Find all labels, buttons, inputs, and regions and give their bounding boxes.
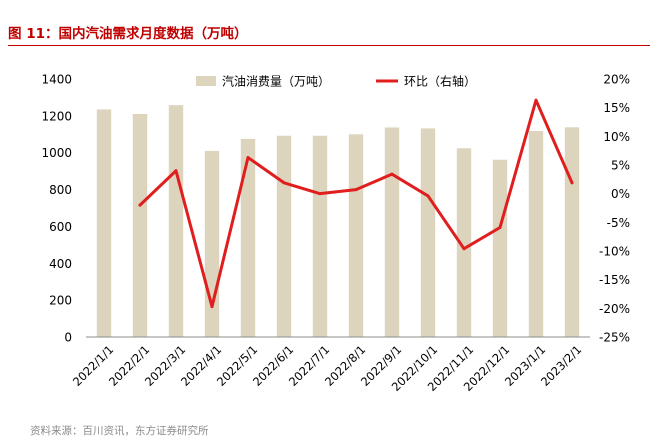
- bar-2022/3/1: [168, 105, 184, 337]
- y-right-tick-label: 0%: [611, 187, 630, 201]
- y-left-tick-label: 1000: [41, 146, 72, 160]
- y-right-tick-label: -10%: [599, 245, 630, 259]
- line-point-2022/10/1: [426, 194, 430, 198]
- legend: 汽油消费量（万吨） 环比（右轴）: [196, 74, 476, 89]
- line-point-2022/11/1: [462, 247, 466, 251]
- line-point-2022/3/1: [174, 169, 178, 173]
- title-rule: [8, 45, 650, 46]
- line-point-2022/4/1: [210, 305, 214, 309]
- bar-2023/2/1: [564, 127, 580, 337]
- y-right-tick-label: -20%: [599, 302, 630, 316]
- y-right-tick-label: 20%: [603, 73, 630, 87]
- figure-title: 图 11：国内汽油需求月度数据（万吨）: [8, 26, 248, 42]
- bar-2022/5/1: [240, 138, 256, 337]
- line-point-2023/1/1: [534, 98, 538, 102]
- line-point-2022/12/1: [498, 225, 502, 229]
- bar-2022/9/1: [384, 127, 400, 337]
- y-left-tick-label: 1200: [41, 109, 72, 123]
- legend-label-line: 环比（右轴）: [404, 74, 476, 89]
- bar-series: [96, 105, 580, 337]
- source-note: 资料来源：百川资讯，东方证券研究所: [30, 425, 209, 437]
- y-left-tick-label: 1400: [41, 73, 72, 87]
- y-right-tick-label: 5%: [611, 159, 630, 173]
- bar-2022/6/1: [276, 135, 292, 337]
- line-point-2022/9/1: [390, 172, 394, 176]
- line-point-2022/8/1: [354, 188, 358, 192]
- bar-2022/4/1: [204, 150, 220, 337]
- bar-2022/11/1: [456, 148, 472, 337]
- line-point-2022/6/1: [282, 181, 286, 185]
- line-point-2022/7/1: [318, 192, 322, 196]
- bar-2022/10/1: [420, 128, 436, 337]
- y-left-tick-label: 800: [49, 183, 72, 197]
- chart: 汽油消费量（万吨） 环比（右轴） 2022/1/12022/2/12022/3/1…: [41, 73, 630, 395]
- bar-2022/8/1: [348, 134, 364, 337]
- y-right-tick-label: 15%: [603, 101, 630, 115]
- y-right-tick-label: 10%: [603, 130, 630, 144]
- bar-2022/7/1: [312, 135, 328, 337]
- bar-2023/1/1: [528, 130, 544, 337]
- line-series: [138, 98, 574, 309]
- y-right-tick-label: -15%: [599, 273, 630, 287]
- y-left-tick-label: 600: [49, 220, 72, 234]
- line-point-2022/5/1: [246, 156, 250, 160]
- y-left-tick-label: 0: [64, 331, 72, 345]
- y-right-tick-label: -25%: [599, 331, 630, 345]
- bar-2022/12/1: [492, 159, 508, 337]
- legend-label-bar: 汽油消费量（万吨）: [222, 74, 330, 89]
- line-point-2023/2/1: [570, 181, 574, 185]
- bar-2022/2/1: [132, 114, 148, 337]
- bar-2022/1/1: [96, 109, 112, 337]
- legend-swatch-bar: [196, 76, 216, 86]
- y-left-tick-label: 200: [49, 294, 72, 308]
- y-left-tick-label: 400: [49, 257, 72, 271]
- line-point-2022/2/1: [138, 203, 142, 207]
- y-right-tick-label: -5%: [607, 216, 630, 230]
